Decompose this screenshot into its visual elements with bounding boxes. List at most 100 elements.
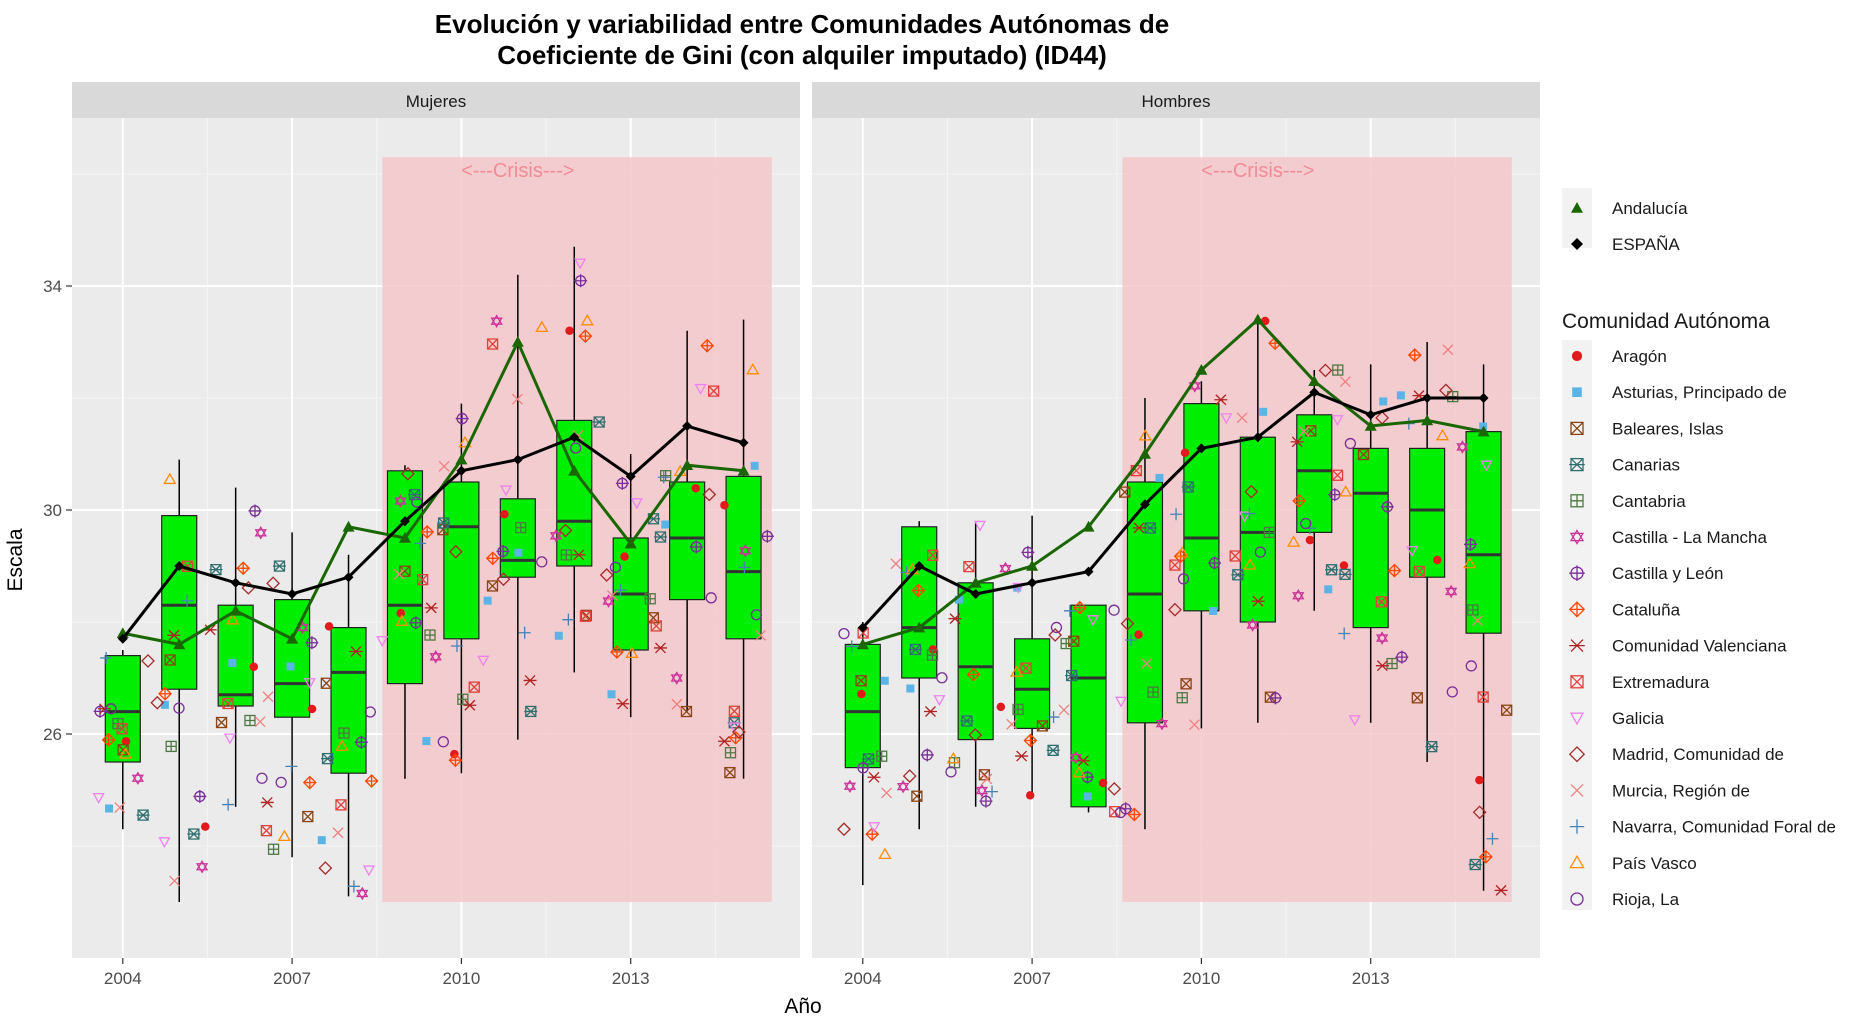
region-point <box>165 740 177 753</box>
region-point <box>277 829 291 842</box>
region-point <box>349 646 363 657</box>
legend-label: País Vasco <box>1612 854 1697 873</box>
legend-label: Murcia, Región de <box>1612 781 1750 800</box>
panel-strip-label: Hombres <box>1142 92 1211 111</box>
region-point <box>1318 363 1333 378</box>
region-point <box>855 675 867 687</box>
box-iqr <box>1239 436 1276 623</box>
box-iqr <box>330 626 367 774</box>
region-point <box>966 667 981 682</box>
region-point <box>1108 604 1120 616</box>
region-point <box>1114 806 1127 819</box>
box-2011 <box>499 274 536 740</box>
region-point <box>1331 469 1344 481</box>
legend-label: Castilla - La Mancha <box>1612 528 1768 547</box>
andalucia-point <box>624 537 637 549</box>
region-point <box>1155 473 1164 482</box>
region-point <box>158 686 172 701</box>
legend-entry-region: Aragón <box>1571 347 1667 366</box>
region-point <box>1048 628 1063 642</box>
legend-marker <box>1570 494 1584 508</box>
region-point <box>908 643 922 656</box>
region-point <box>1021 545 1035 559</box>
andalucia-point <box>1477 425 1490 437</box>
region-point <box>267 843 280 855</box>
region-point <box>1425 740 1439 753</box>
region-point <box>739 543 752 558</box>
x-tick-label: 2010 <box>1182 969 1220 988</box>
legend-label: Castilla y León <box>1612 564 1724 583</box>
region-point <box>249 662 259 671</box>
region-point <box>416 573 429 586</box>
region-point <box>560 549 573 561</box>
region-point <box>483 596 492 605</box>
espana-point <box>1083 566 1094 577</box>
region-point <box>1046 744 1060 757</box>
region-point <box>535 320 549 333</box>
region-point <box>728 705 741 717</box>
region-point <box>116 723 128 735</box>
espana-point <box>970 589 981 599</box>
region-point <box>1456 440 1469 454</box>
region-point <box>1331 415 1344 427</box>
region-point <box>1344 437 1357 450</box>
region-point <box>720 501 729 510</box>
legend-entry-region: Rioja, La <box>1570 890 1680 909</box>
region-point <box>705 592 717 604</box>
legend-entry-region: Comunidad Valenciana <box>1569 637 1787 656</box>
legend-marker <box>1569 639 1585 653</box>
region-point <box>1338 568 1352 580</box>
legend-title: Comunidad Autónoma <box>1562 310 1770 333</box>
legend-marker <box>1570 675 1584 689</box>
espana-point <box>343 572 354 583</box>
legend-entry-region: Galicia <box>1569 709 1665 728</box>
region-point <box>906 684 915 693</box>
region-point <box>1138 429 1152 441</box>
region-point <box>724 766 736 779</box>
box-iqr <box>1352 447 1389 629</box>
region-point <box>1119 486 1131 498</box>
region-point <box>650 620 662 632</box>
region-point <box>514 548 523 557</box>
region-point <box>164 654 176 666</box>
region-point <box>458 435 472 448</box>
region-point <box>936 672 948 684</box>
region-point <box>1058 704 1070 716</box>
region-point <box>1472 615 1483 627</box>
region-point <box>105 804 114 813</box>
region-point <box>946 751 960 764</box>
region-point <box>1209 606 1218 615</box>
region-point <box>837 822 851 837</box>
region-point <box>1478 849 1493 864</box>
region-point <box>1006 718 1018 730</box>
region-point <box>1010 665 1024 677</box>
region-point <box>1188 719 1200 731</box>
region-point <box>689 540 703 554</box>
region-point <box>524 705 538 718</box>
region-point <box>1169 559 1181 571</box>
region-point <box>317 836 326 845</box>
espana-point <box>682 421 693 431</box>
region-point <box>302 810 314 823</box>
region-point <box>1464 537 1478 551</box>
region-point <box>450 639 463 652</box>
region-point <box>746 362 760 375</box>
box-2009 <box>1126 398 1164 830</box>
region-point <box>923 706 937 717</box>
espana-point <box>857 622 868 633</box>
region-point <box>275 776 287 789</box>
region-point <box>356 886 369 901</box>
y-tick-label: 26 <box>43 725 62 744</box>
andalucia-point <box>737 464 750 476</box>
region-point <box>485 551 500 566</box>
region-point <box>354 735 368 749</box>
region-point <box>926 649 939 661</box>
region-point <box>1147 686 1159 698</box>
region-point <box>1435 428 1450 441</box>
legend-marker <box>1570 783 1584 797</box>
region-point <box>302 775 317 790</box>
region-point <box>945 766 957 778</box>
region-point <box>307 704 317 714</box>
region-point <box>609 561 622 573</box>
y-axis-label: Escala <box>4 528 27 591</box>
